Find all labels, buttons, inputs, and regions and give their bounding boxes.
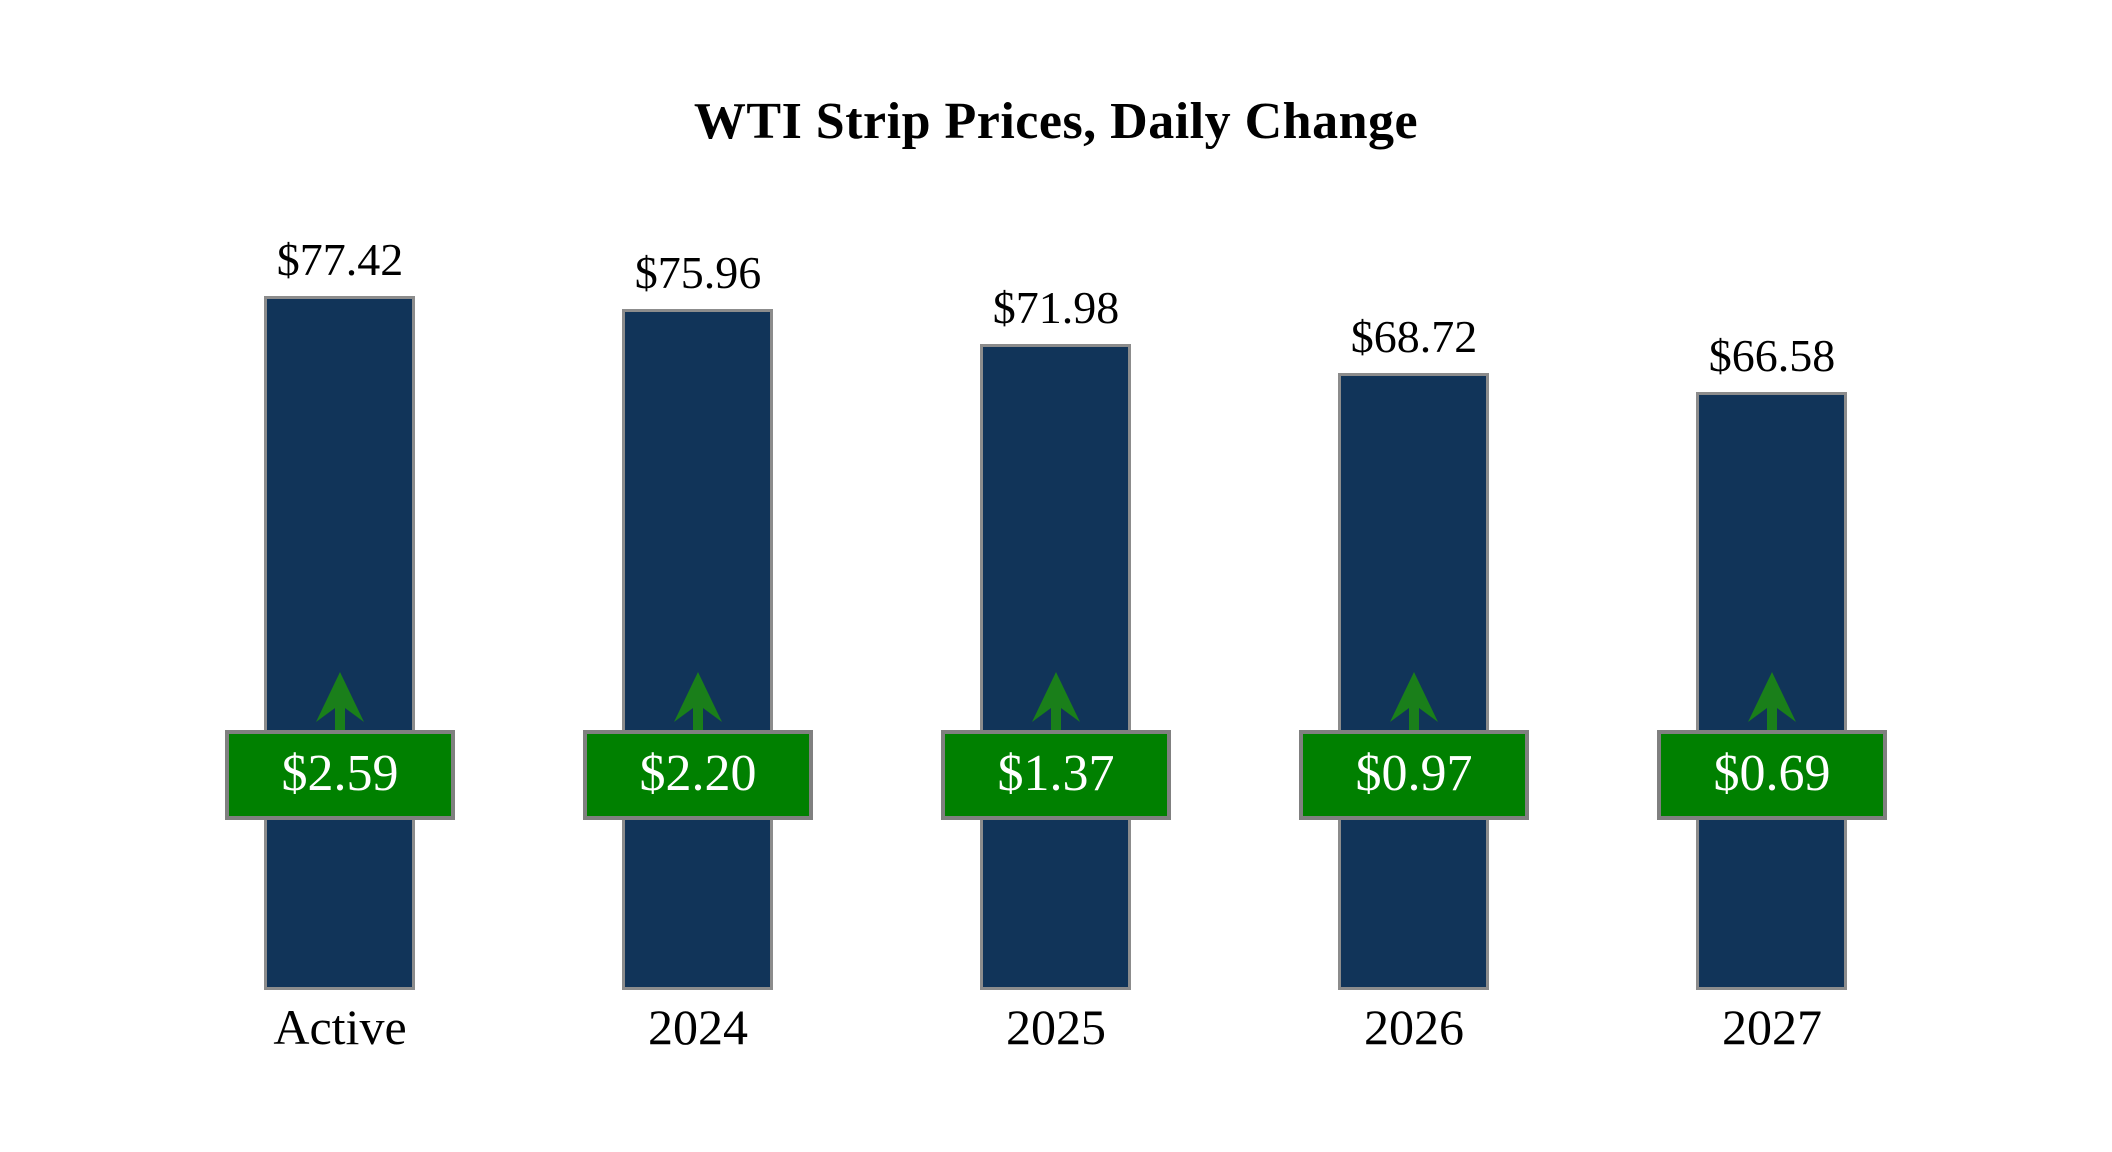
daily-change-badge: $1.37 xyxy=(941,730,1171,820)
daily-change-badge: $2.20 xyxy=(583,730,813,820)
bar-group-2027: $66.58 $0.69 2027 xyxy=(1593,0,1951,1152)
category-label: 2024 xyxy=(648,999,748,1055)
price-label: $77.42 xyxy=(276,234,404,285)
up-arrow-icon xyxy=(1748,672,1796,730)
daily-change-value: $2.20 xyxy=(639,745,757,802)
category-label: 2027 xyxy=(1722,999,1822,1055)
price-label: $68.72 xyxy=(1350,311,1478,362)
price-label: $71.98 xyxy=(992,282,1120,333)
bar-group-2026: $68.72 $0.97 2026 xyxy=(1235,0,1593,1152)
up-arrow-icon xyxy=(1032,672,1080,730)
daily-change-value: $1.37 xyxy=(997,745,1115,802)
up-arrow-icon xyxy=(1390,672,1438,730)
bar-group-active: $77.42 $2.59 Active xyxy=(161,0,519,1152)
chart-title: WTI Strip Prices, Daily Change xyxy=(693,93,1419,150)
category-label: 2025 xyxy=(1006,999,1106,1055)
bar xyxy=(980,344,1131,990)
up-arrow-icon xyxy=(316,672,364,730)
bar-group-2025: $71.98 $1.37 2025 xyxy=(877,0,1235,1152)
daily-change-value: $2.59 xyxy=(281,745,399,802)
daily-change-value: $0.69 xyxy=(1713,745,1831,802)
price-label: $66.58 xyxy=(1708,330,1836,381)
bar-group-2024: $75.96 $2.20 2024 xyxy=(519,0,877,1152)
daily-change-value: $0.97 xyxy=(1355,745,1473,802)
price-label: $75.96 xyxy=(634,247,762,298)
daily-change-badge: $2.59 xyxy=(225,730,455,820)
bar xyxy=(622,309,773,990)
category-label: 2026 xyxy=(1364,999,1464,1055)
bar xyxy=(264,296,415,990)
up-arrow-icon xyxy=(674,672,722,730)
daily-change-badge: $0.69 xyxy=(1657,730,1887,820)
daily-change-badge: $0.97 xyxy=(1299,730,1529,820)
category-label: Active xyxy=(273,999,407,1055)
